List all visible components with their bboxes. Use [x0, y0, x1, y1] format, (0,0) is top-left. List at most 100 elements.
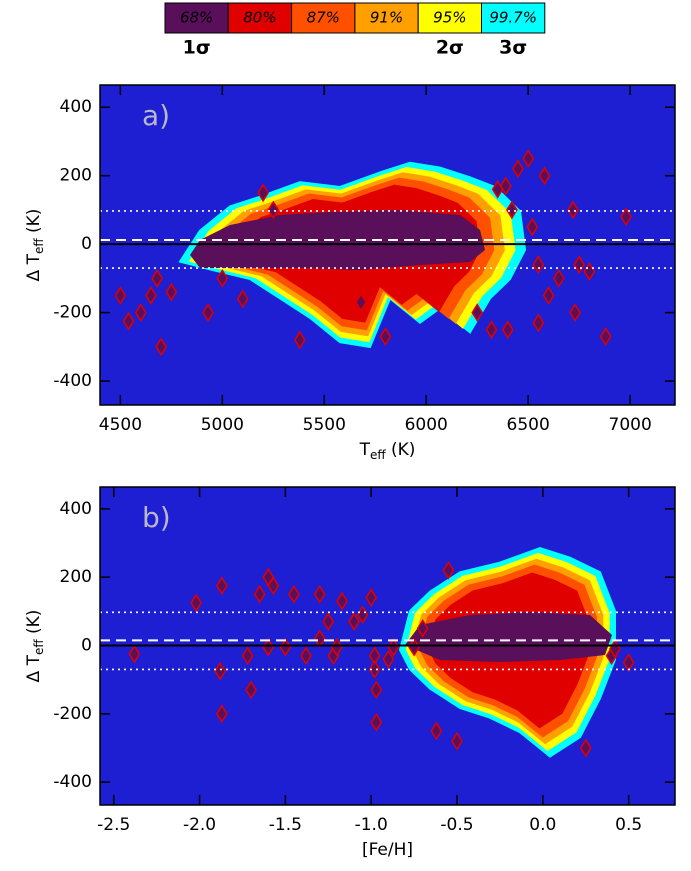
data-point [236, 289, 249, 309]
y-tick-label: 200 [60, 166, 92, 186]
data-point [288, 584, 300, 604]
data-point [370, 712, 383, 732]
y-tick-label: 400 [60, 97, 92, 117]
data-point [215, 704, 228, 724]
data-point [370, 680, 383, 700]
colorbar-label: 91% [370, 9, 403, 27]
sigma-label: 1σ [183, 37, 211, 59]
x-tick-label: 0.0 [529, 815, 556, 835]
data-point [430, 721, 443, 741]
x-axis-title-unit: (K) [386, 440, 416, 460]
panel-label: b) [142, 501, 171, 534]
y-tick-label: 0 [81, 234, 92, 254]
data-point [522, 149, 535, 168]
y-tick-label: 0 [81, 635, 92, 655]
density-contours [114, 149, 632, 357]
data-point [442, 560, 455, 580]
x-tick-label: 0.5 [615, 815, 642, 835]
y-axis-title-unit: (K) [24, 610, 44, 640]
data-point [569, 303, 581, 323]
y-tick-label: 400 [60, 499, 92, 519]
colorbar-segment [481, 2, 546, 34]
data-point [322, 612, 335, 631]
colorbar-segment [164, 2, 229, 34]
data-point [134, 303, 147, 323]
colorbar: 68% 1σ 80% 87% 91% 95% 2σ 99.7% 3σ [164, 2, 546, 59]
data-point [552, 268, 565, 288]
panel-label: a) [142, 99, 170, 132]
x-tick-label: 6000 [405, 415, 448, 435]
data-point [202, 303, 214, 323]
x-tick-label: 5000 [201, 415, 244, 435]
data-point [253, 584, 266, 604]
x-axis-title-sub: eff [370, 448, 386, 462]
sigma-label: 3σ [499, 37, 527, 59]
x-tick-label: 5500 [303, 415, 346, 435]
x-tick-label: 6500 [507, 415, 550, 435]
data-point [538, 166, 551, 186]
colorbar-label: 95% [433, 9, 466, 27]
data-point [379, 327, 392, 346]
data-point [214, 661, 227, 681]
density-contours [128, 547, 635, 758]
x-axis-title: Teff (K) [359, 440, 416, 462]
y-tick-label: -400 [53, 371, 92, 391]
data-point [485, 320, 498, 340]
colorbar-label: 87% [307, 9, 340, 27]
data-point [267, 576, 280, 596]
data-point [368, 659, 381, 679]
data-point [512, 159, 524, 179]
colorbar-segment [417, 2, 483, 34]
y-tick-label: 200 [60, 567, 92, 587]
data-point [505, 200, 518, 220]
data-point [128, 644, 141, 664]
plot-frame [99, 84, 676, 406]
y-axis-title: Δ Teff (K) [24, 610, 46, 683]
y-axis-title-main: Δ T [24, 654, 44, 682]
data-point [216, 268, 229, 288]
x-axis-title-main: [Fe/H] [362, 840, 413, 860]
data-point [190, 593, 203, 613]
data-point [599, 327, 612, 346]
y-tick-label: -400 [53, 772, 92, 792]
data-point [300, 646, 312, 666]
colorbar-label: 99.7% [489, 9, 537, 27]
data-point [542, 286, 555, 305]
data-point [620, 207, 632, 227]
data-point [215, 576, 228, 596]
data-point [145, 286, 157, 305]
data-point [355, 292, 367, 312]
data-point [451, 731, 463, 751]
y-tick-label: -200 [53, 704, 92, 724]
contour-core [190, 210, 485, 270]
data-point [267, 200, 280, 220]
y-axis-title-sub: eff [32, 238, 46, 254]
data-point [532, 255, 545, 275]
panel-b: -2.5 -2.0 -1.5 -1.0 -0.5 0.0 0.5 -400 -200 0 200 40… [24, 486, 676, 860]
data-point [245, 680, 257, 700]
data-point [532, 313, 545, 333]
contour-core [405, 612, 612, 662]
data-point [382, 649, 395, 669]
y-axis-title-main: Δ T [24, 253, 44, 281]
data-point [567, 200, 579, 220]
data-point [416, 618, 429, 638]
data-point [501, 320, 514, 340]
data-point [313, 584, 326, 604]
data-point [526, 217, 539, 237]
colorbar-segment [291, 2, 356, 34]
data-point [313, 629, 326, 649]
data-point [114, 286, 127, 305]
data-point [241, 646, 254, 666]
data-point [579, 738, 592, 758]
data-point [155, 337, 168, 357]
data-point [122, 311, 135, 331]
data-point [151, 268, 163, 288]
colorbar-label: 68% [180, 9, 213, 27]
y-axis-title: Δ Teff (K) [24, 209, 46, 282]
x-tick-label: 4500 [99, 415, 142, 435]
data-point [336, 591, 348, 611]
x-tick-label: -2.5 [97, 815, 130, 835]
